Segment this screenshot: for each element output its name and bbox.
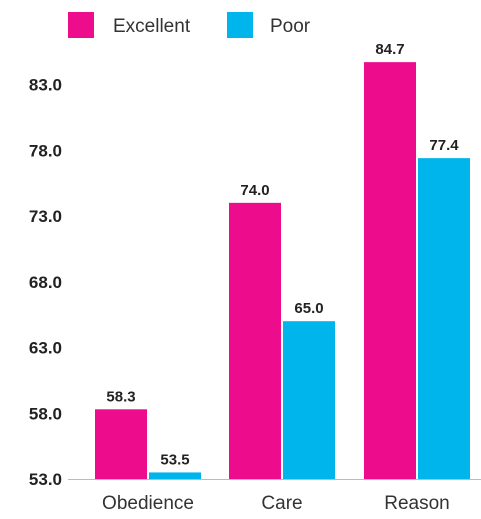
y-tick-label: 58.0 <box>29 404 62 423</box>
legend-swatch-excellent <box>68 12 94 38</box>
bar-excellent-care <box>229 202 281 479</box>
data-label: 77.4 <box>429 137 459 154</box>
data-label: 58.3 <box>106 388 135 405</box>
x-category-label: Reason <box>384 493 450 514</box>
bar-excellent-reason <box>364 62 416 480</box>
y-tick-label: 73.0 <box>29 207 62 226</box>
legend-label-poor: Poor <box>270 16 311 37</box>
bars <box>95 62 470 480</box>
x-axis: Obedience Care Reason <box>68 479 481 514</box>
y-tick-label: 68.0 <box>29 273 62 292</box>
chart-legend: Excellent Poor <box>68 12 311 38</box>
data-label: 53.5 <box>160 451 189 468</box>
data-label: 65.0 <box>294 300 323 317</box>
y-tick-label: 78.0 <box>29 141 62 160</box>
bar-poor-reason <box>418 158 470 479</box>
y-tick-label: 83.0 <box>29 76 62 95</box>
legend-label-excellent: Excellent <box>113 16 191 37</box>
y-tick-label: 63.0 <box>29 339 62 358</box>
y-tick-label: 53.0 <box>29 470 62 489</box>
bar-excellent-obedience <box>95 409 147 479</box>
bar-poor-care <box>283 321 335 479</box>
bar-poor-obedience <box>149 472 201 479</box>
x-category-label: Care <box>261 493 302 514</box>
x-category-label: Obedience <box>102 493 194 514</box>
data-label: 84.7 <box>375 41 404 58</box>
data-label: 74.0 <box>240 182 269 199</box>
legend-swatch-poor <box>227 12 253 38</box>
data-labels: 58.3 53.5 74.0 65.0 84.7 77.4 <box>106 41 459 468</box>
y-axis: 53.0 58.0 63.0 68.0 73.0 78.0 83.0 <box>29 76 62 490</box>
